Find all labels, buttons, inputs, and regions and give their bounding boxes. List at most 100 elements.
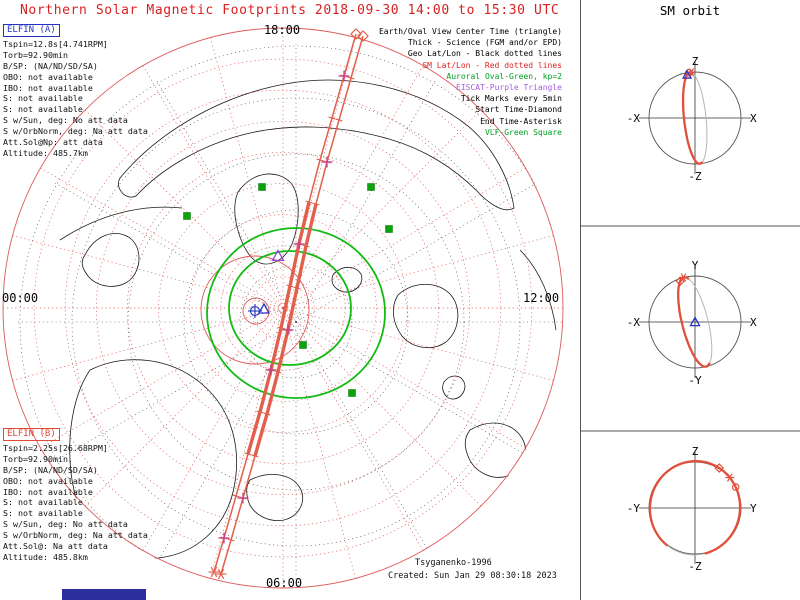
legend-item-5: EISCAT-Purple Triangle — [456, 83, 562, 93]
elfin-a-info-line-2: B/SP: (NA/ND/SD/SA) — [3, 60, 98, 71]
orbit-axis-label-left: -X — [627, 316, 641, 329]
elfin-b-info-line-1: Torb=92.90min. — [3, 453, 73, 464]
elfin-a-info-line-8: S w/OrbNorm, deg: Na att data — [3, 126, 148, 137]
elfin-b-info-line-2: B/SP: (NA/ND/SD/SA) — [3, 464, 98, 475]
geo-lat-circle — [239, 265, 353, 379]
auroral-oval-outer — [206, 227, 386, 399]
sm-lon-line — [282, 167, 526, 309]
geo-lon-line — [295, 182, 537, 323]
science-segment-elfin-a — [246, 201, 311, 455]
elfin-a-info-lines: Tspin=12.8s[4.741RPM] Torb=92.90min B/SP: … — [3, 39, 148, 159]
sm-lon-line — [282, 307, 356, 579]
sm-lon-line — [12, 307, 284, 381]
coastline-eurasia — [118, 79, 515, 211]
geo-lat-circle — [71, 97, 521, 547]
legend-item-4: Auroral Oval-Green, kp=2 — [446, 71, 562, 81]
sm-lon-line — [282, 307, 482, 507]
five-min-tick — [328, 116, 336, 120]
five-min-tick — [277, 326, 285, 330]
legend-item-2: Geo Lat/Lon - Black dotted lines — [407, 49, 562, 59]
elfin-b-info-line-4: IBO: not available — [3, 486, 93, 497]
coastline-north-america — [69, 359, 238, 559]
sm-lon-line — [84, 109, 284, 309]
orbit-panel-xz: Z -Z -X X — [627, 55, 757, 183]
clock-label-1800: 18:00 — [263, 23, 301, 37]
elfin-b-label: ELFIN (B) — [3, 428, 60, 441]
sm-orbit-panels: Z -Z -X X Y -Y -X X Z -Z -Y Y — [627, 55, 757, 573]
legend: Earth/Oval View Center Time (triangle) Th… — [379, 26, 562, 138]
elfin-b-info-line-8: S w/OrbNorm, deg: Na att data — [3, 530, 148, 541]
sm-lon-line — [210, 307, 284, 579]
orbit-axis-label-right: X — [750, 112, 757, 125]
sm-lon-line — [282, 235, 554, 309]
footprint-tracks — [208, 28, 369, 580]
asterisk-marker — [210, 566, 218, 578]
orbit-axis-label-left: -X — [627, 112, 641, 125]
circle-marker — [731, 483, 740, 491]
triangle-marker — [681, 69, 693, 79]
sm-grid — [2, 27, 564, 589]
legend-item-8: End Time-Asterisk — [480, 116, 562, 126]
sm-lat-circle — [158, 183, 408, 433]
figure-title: Northern Solar Magnetic Footprints 2018-… — [20, 3, 560, 18]
legend-item-6: Tick Marks every 5min — [460, 94, 562, 104]
clock-label-1200: 12:00 — [523, 291, 560, 305]
five-min-tick — [302, 244, 310, 248]
asterisk-marker — [217, 568, 225, 580]
sm-lat-circle — [96, 121, 470, 495]
coastline-britain — [442, 375, 466, 400]
sm-lon-line — [282, 307, 526, 449]
orbit-axis-label-right: Y — [750, 502, 757, 515]
elfin-b-info-line-6: S: not available — [3, 508, 83, 519]
orbit-axis-label-bottom: -Z — [688, 170, 702, 183]
geo-lon-line — [156, 81, 297, 323]
sm-orbit-title: SM orbit — [659, 3, 721, 18]
orbit-axis-label-top: Y — [692, 259, 699, 272]
elfin-a-info-line-0: Tspin=12.8s[4.741RPM] — [3, 38, 108, 49]
orbit-axis-label-top: Z — [692, 445, 699, 458]
vlf-square — [367, 183, 375, 191]
diamond-marker — [714, 463, 725, 473]
vlf-square — [348, 389, 356, 397]
elfin-b-info-line-9: Att.Sol@: Na att data — [3, 541, 108, 552]
legend-item-0: Earth/Oval View Center Time (triangle) — [378, 27, 562, 36]
legend-item-1: Thick - Science (FGM and/or EPD) — [407, 38, 562, 48]
footer-blue-banner — [62, 589, 146, 600]
sm-lon-line — [142, 307, 284, 551]
asterisk-marker — [680, 273, 687, 282]
elfin-b-info-line-3: OBO: not available — [3, 475, 93, 486]
five-min-tick — [293, 286, 301, 290]
orbit-near-side — [677, 276, 711, 368]
sm-lon-line — [40, 167, 284, 309]
coastlines — [59, 79, 557, 559]
vlf-square — [183, 212, 191, 220]
clock-label-0600: 06:00 — [265, 576, 303, 590]
five-min-tick — [316, 158, 324, 162]
coastline-chukotka — [81, 233, 140, 287]
elfin-a-info-line-9: Att.Sol@Np: att data — [3, 137, 103, 148]
geo-lon-line — [295, 321, 436, 563]
elfin-b-info-line-7: S w/Sun, deg: No att data — [3, 519, 128, 530]
orbit-axis-label-right: X — [750, 316, 757, 329]
model-label: Tsyganenko-1996 — [415, 558, 492, 568]
five-min-tick — [305, 200, 313, 204]
sm-lon-line — [282, 307, 554, 381]
five-min-tick — [256, 410, 264, 414]
five-min-tick — [274, 370, 282, 374]
diamond-marker — [675, 276, 686, 286]
created-timestamp: Created: Sun Jan 29 08:30:18 2023 — [388, 571, 557, 581]
sm-lat-circle — [251, 276, 315, 340]
elfin-a-info-panel: ELFIN (A) Tspin=12.8s[4.741RPM] Torb=92.9… — [3, 24, 148, 159]
sm-lon-line — [282, 109, 482, 309]
five-min-tick — [335, 118, 343, 122]
elfin-a-info-line-6: S: not available — [3, 104, 83, 115]
elfin-a-info-line-4: IBO: not available — [3, 82, 93, 93]
orbit-panel-yz: Z -Z -Y Y — [627, 445, 757, 573]
coastline-archipelago — [246, 474, 304, 521]
vlf-square — [299, 341, 307, 349]
sm-lon-line — [142, 65, 284, 309]
coastline-greenland — [234, 173, 299, 265]
sm-lat-circle — [33, 58, 533, 558]
elfin-a-info-line-7: S w/Sun, deg: No att data — [3, 115, 128, 126]
